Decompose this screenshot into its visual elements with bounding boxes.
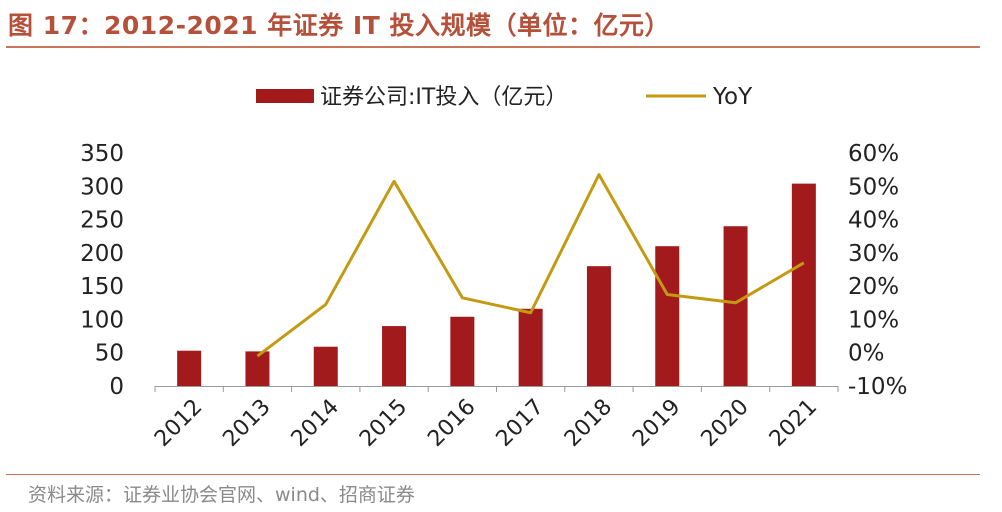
left-axis-tick-label: 250 [80, 208, 124, 234]
right-axis-tick-label: 20% [848, 274, 899, 300]
x-axis-tick-label: 2018 [560, 395, 617, 452]
left-axis-tick-label: 0 [109, 374, 124, 400]
bar-2019 [655, 246, 680, 386]
left-axis-tick-label: 100 [80, 307, 124, 333]
legend-line-label: YoY [712, 84, 753, 110]
right-axis-tick-label: 50% [848, 174, 899, 200]
x-axis-tick-label: 2012 [150, 395, 207, 452]
yoy-line [256, 173, 805, 358]
source-divider [6, 474, 980, 475]
bar-2017 [518, 308, 543, 386]
right-axis-tick-label: 10% [848, 307, 899, 333]
bar-2012 [177, 350, 202, 386]
x-axis-tick-label: 2019 [628, 395, 685, 452]
left-axis-tick-label: 350 [80, 141, 124, 167]
x-axis-tick-label: 2013 [218, 395, 275, 452]
right-axis-tick-label: 40% [848, 208, 899, 234]
figure-title: 图 17：2012-2021 年证券 IT 投入规模（单位：亿元） [8, 11, 670, 40]
bar-2015 [382, 326, 407, 386]
right-axis-tick-label: 60% [848, 141, 899, 167]
left-axis-tick-label: 200 [80, 241, 124, 267]
left-axis-tick-label: 150 [80, 274, 124, 300]
bar-2014 [313, 346, 338, 386]
right-axis-tick-label: -10% [848, 374, 907, 400]
x-axis-tick-label: 2015 [355, 395, 412, 452]
x-axis-tick-label: 2016 [423, 395, 480, 452]
bar-2020 [723, 226, 748, 386]
legend-bar-label: 证券公司:IT投入（亿元） [320, 85, 567, 110]
legend-bar-swatch [256, 89, 314, 103]
right-axis-tick-label: 0% [848, 341, 885, 367]
left-axis-tick-label: 50 [95, 341, 124, 367]
x-axis-tick-label: 2017 [492, 395, 549, 452]
bar-2018 [586, 266, 611, 386]
bar-2016 [450, 316, 475, 386]
bar-2021 [791, 183, 816, 386]
right-axis-tick-label: 30% [848, 241, 899, 267]
left-axis-tick-label: 300 [80, 174, 124, 200]
source-note: 资料来源：证券业协会官网、wind、招商证券 [28, 484, 415, 506]
title-divider [6, 46, 980, 48]
x-axis-tick-label: 2021 [765, 395, 822, 452]
x-axis-tick-label: 2020 [697, 395, 754, 452]
bar-2013 [245, 351, 270, 386]
x-axis-tick-label: 2014 [287, 395, 344, 452]
